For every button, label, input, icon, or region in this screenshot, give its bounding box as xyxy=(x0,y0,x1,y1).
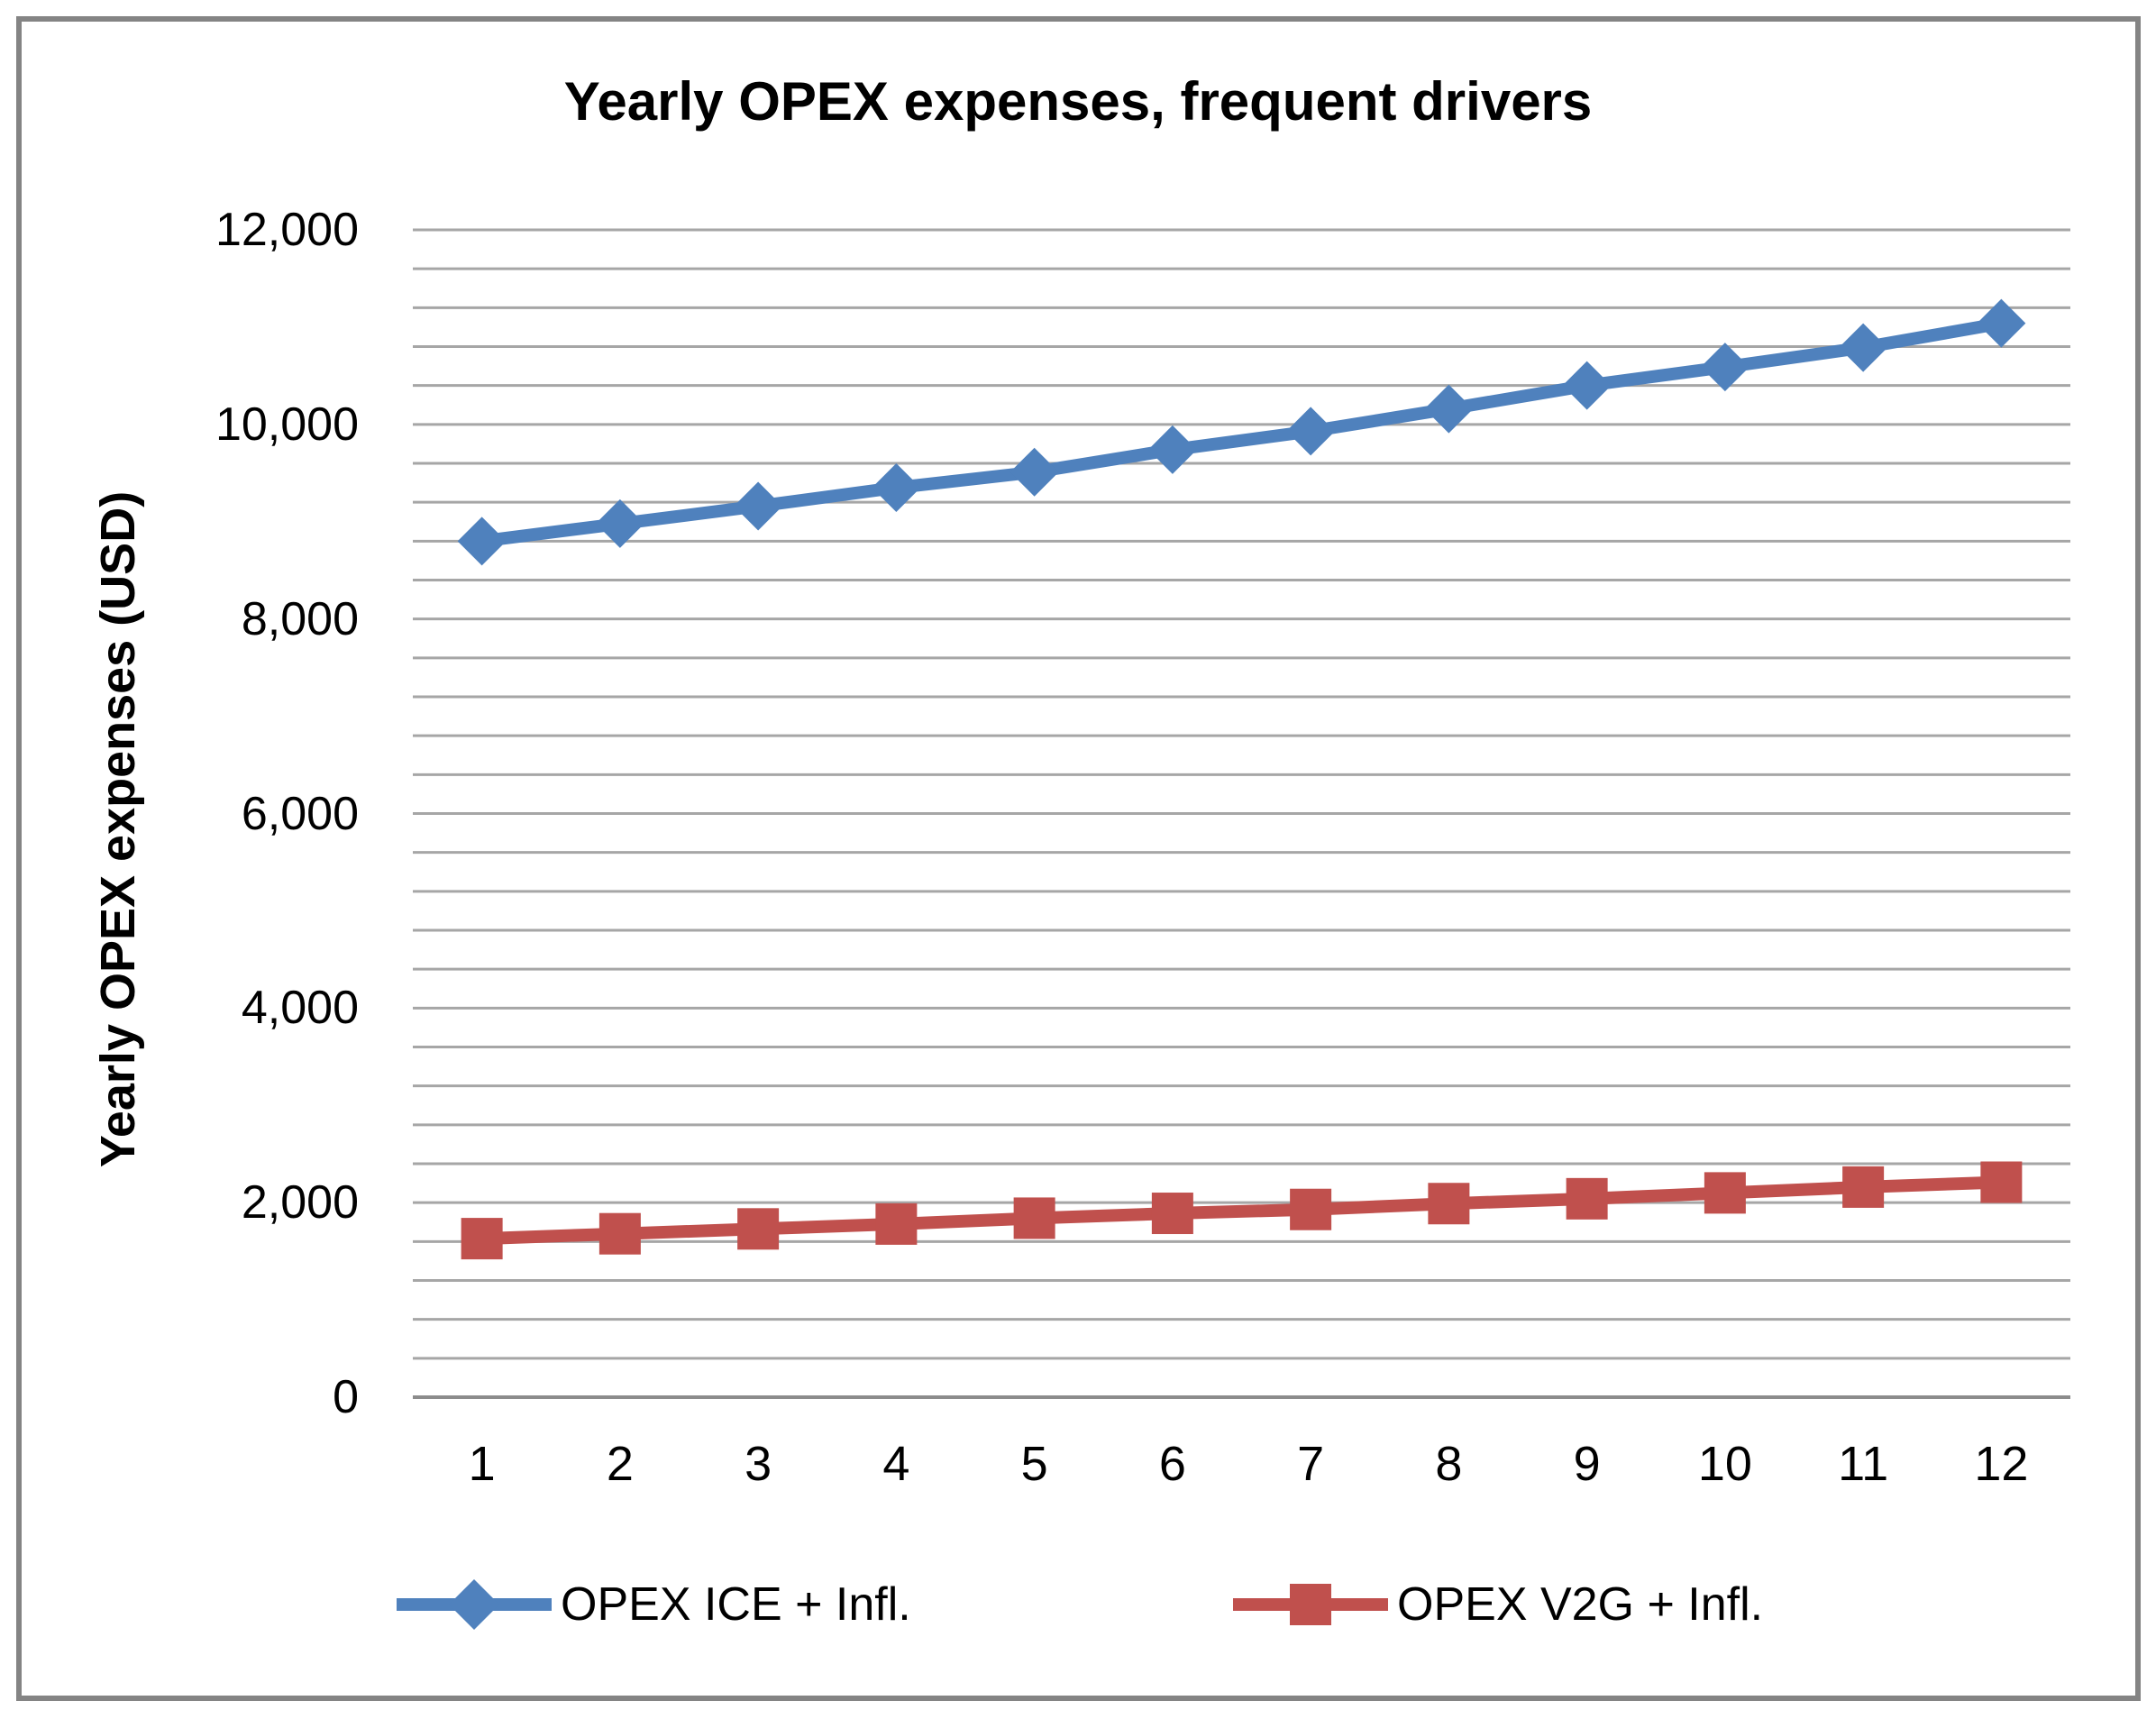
plot-area xyxy=(413,228,2070,1399)
data-point-square-icon xyxy=(1290,1188,1332,1230)
data-point-diamond-icon xyxy=(734,481,783,531)
data-point-square-icon xyxy=(1980,1161,2023,1203)
legend-square-icon xyxy=(1233,1584,1388,1625)
data-point-square-icon xyxy=(737,1208,780,1250)
y-tick-label: 8,000 xyxy=(241,592,359,645)
x-tick-label: 7 xyxy=(1297,1437,1325,1491)
data-point-square-icon xyxy=(1566,1177,1608,1220)
series-0-line xyxy=(475,316,2008,548)
data-point-square-icon xyxy=(1428,1183,1470,1225)
data-point-diamond-icon xyxy=(1147,425,1197,474)
x-tick-label: 8 xyxy=(1435,1437,1463,1491)
data-point-square-icon xyxy=(1704,1172,1746,1214)
x-tick-label: 5 xyxy=(1020,1437,1048,1491)
x-tick-label: 6 xyxy=(1158,1437,1186,1491)
series-1-line xyxy=(475,1175,2008,1246)
data-point-diamond-icon xyxy=(1286,407,1336,456)
series-0-group xyxy=(457,298,2026,566)
y-tick-label: 6,000 xyxy=(241,787,359,840)
x-tick-label: 12 xyxy=(1974,1437,2029,1491)
data-point-diamond-icon xyxy=(1839,323,1888,372)
data-point-diamond-icon xyxy=(457,517,507,566)
legend-item-opex-v2g: OPEX V2G + Infl. xyxy=(1233,1573,1763,1636)
x-tick-label: 4 xyxy=(882,1437,910,1491)
y-tick-label: 0 xyxy=(333,1371,359,1423)
x-tick-label: 11 xyxy=(1838,1437,1889,1491)
data-point-diamond-icon xyxy=(595,498,644,548)
data-point-diamond-icon xyxy=(872,462,921,512)
data-point-diamond-icon xyxy=(1977,298,2026,348)
data-point-square-icon xyxy=(461,1218,503,1260)
x-tick-label: 9 xyxy=(1573,1437,1601,1491)
legend-label: OPEX V2G + Infl. xyxy=(1397,1578,1764,1631)
data-point-diamond-icon xyxy=(1009,447,1059,497)
y-tick-label: 10,000 xyxy=(215,398,359,451)
chart-plot-svg xyxy=(413,228,2070,1399)
data-point-square-icon xyxy=(1151,1193,1193,1235)
x-tick-label: 3 xyxy=(745,1437,772,1491)
gridlines-group xyxy=(413,228,2070,1360)
data-point-square-icon xyxy=(1842,1166,1885,1208)
data-point-square-icon xyxy=(598,1212,641,1255)
chart-title: Yearly OPEX expenses, frequent drivers xyxy=(563,71,1593,132)
series-1-group xyxy=(461,1161,2023,1260)
legend-item-opex-ice: OPEX ICE + Infl. xyxy=(397,1573,911,1636)
legend-label: OPEX ICE + Infl. xyxy=(561,1578,911,1631)
x-tick-label: 10 xyxy=(1697,1437,1752,1491)
data-point-square-icon xyxy=(875,1202,918,1245)
x-tick-label: 1 xyxy=(468,1437,496,1491)
y-tick-label: 4,000 xyxy=(241,982,359,1035)
data-point-diamond-icon xyxy=(1424,384,1474,434)
data-point-diamond-icon xyxy=(1562,361,1612,410)
data-point-square-icon xyxy=(1013,1197,1055,1239)
y-tick-label: 12,000 xyxy=(215,204,359,256)
x-tick-label: 2 xyxy=(606,1437,634,1491)
y-tick-label: 2,000 xyxy=(241,1176,359,1230)
legend-diamond-icon xyxy=(397,1579,552,1630)
data-point-diamond-icon xyxy=(1700,343,1749,392)
